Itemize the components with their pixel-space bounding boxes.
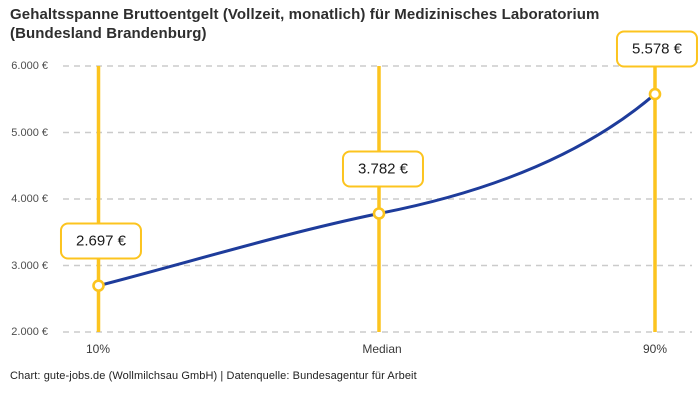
value-callout-10pct: 2.697 € xyxy=(59,222,143,260)
data-point-marker-Median xyxy=(372,207,386,220)
x-axis-tick-label-median: Median xyxy=(362,342,402,356)
y-axis-tick-label: 2.000 € xyxy=(11,326,48,338)
y-axis-tick-label: 5.000 € xyxy=(11,126,48,139)
data-point-marker-90% xyxy=(648,87,662,101)
x-axis-tick-label-90pct: 90% xyxy=(642,342,668,356)
value-callout-text: 3.782 € xyxy=(357,160,409,178)
chart-credit: Chart: gute-jobs.de (Wollmilchsau GmbH) … xyxy=(10,370,417,382)
value-callout-90pct: 5.578 € xyxy=(615,30,699,68)
y-axis-tick-label: 3.000 € xyxy=(11,259,48,272)
value-callout-text: 2.697 € xyxy=(75,232,127,250)
chart-title: Gehaltsspanne Bruttoentgelt (Vollzeit, m… xyxy=(10,6,600,42)
salary-curve xyxy=(97,92,657,288)
value-callout-text: 5.578 € xyxy=(631,40,683,58)
data-point-marker-10% xyxy=(92,279,105,292)
value-callout-median: 3.782 € xyxy=(341,150,425,188)
y-axis-tick-label: 4.000 € xyxy=(11,193,48,205)
x-axis-tick-label-10pct: 10% xyxy=(85,342,111,356)
y-axis-tick-label: 6.000 € xyxy=(11,60,48,72)
